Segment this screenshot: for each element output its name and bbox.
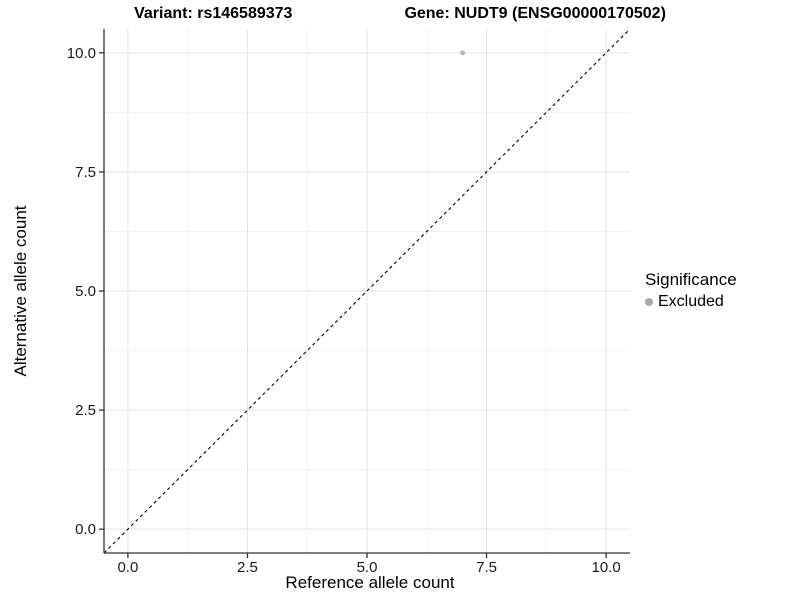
y-tick-label: 2.5: [75, 402, 96, 419]
y-tick-label: 10.0: [67, 45, 96, 62]
legend: Significance Excluded: [645, 270, 737, 311]
data-point: [460, 50, 466, 56]
y-tick-label: 0.0: [75, 521, 96, 538]
identity-line: [103, 28, 631, 554]
legend-title: Significance: [645, 270, 737, 289]
legend-point-icon: [645, 298, 653, 306]
x-tick-label: 7.5: [476, 559, 497, 576]
variant-title: Variant: rs146589373: [134, 5, 293, 22]
y-tick-label: 7.5: [75, 164, 96, 181]
x-axis-title: Reference allele count: [285, 573, 455, 592]
x-tick-label: 0.0: [117, 559, 138, 576]
x-tick-label: 5.0: [357, 559, 378, 576]
legend-item-label: Excluded: [658, 293, 724, 310]
x-tick-label: 2.5: [237, 559, 258, 576]
x-tick-label: 10.0: [591, 559, 620, 576]
y-axis-title: Alternative allele count: [11, 205, 30, 377]
legend-item-excluded: Excluded: [645, 293, 737, 311]
plot-title: Variant: rs146589373 Gene: NUDT9 (ENSG00…: [0, 5, 800, 23]
gene-title: Gene: NUDT9 (ENSG00000170502): [404, 5, 666, 22]
y-tick-label: 5.0: [75, 283, 96, 300]
